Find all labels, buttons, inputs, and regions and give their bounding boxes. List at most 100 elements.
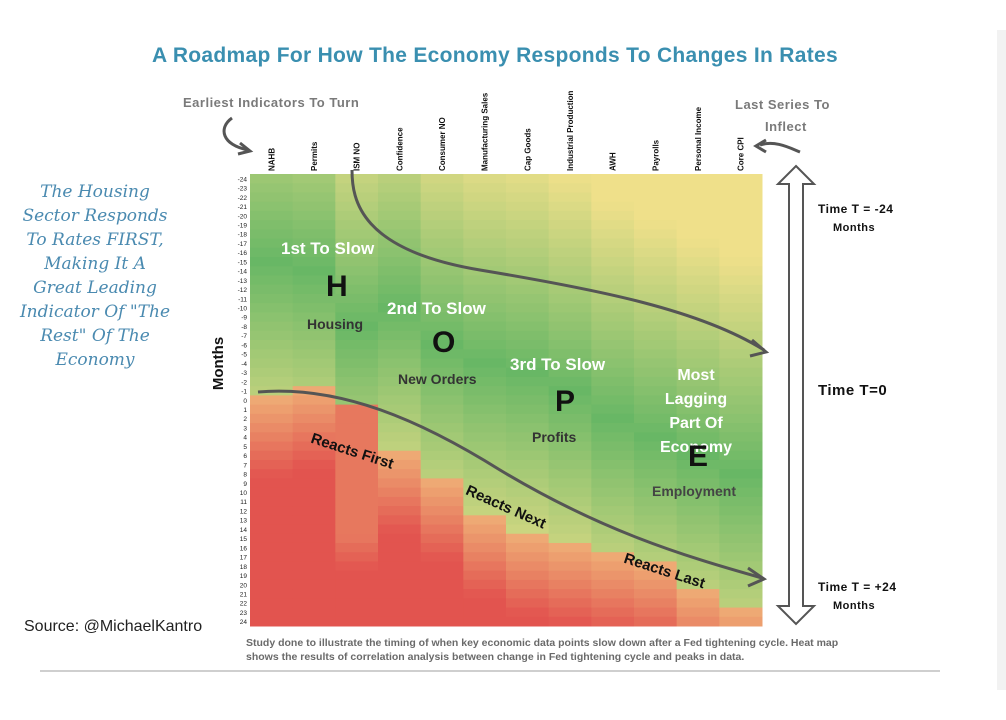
heatmap-cell	[719, 561, 763, 572]
heatmap-cell	[378, 432, 422, 443]
heatmap-cell	[378, 496, 422, 507]
heatmap-cell	[378, 312, 422, 323]
heatmap-cell	[463, 432, 507, 443]
divider	[40, 670, 940, 672]
heatmap-cell	[634, 284, 678, 295]
heatmap-cell	[335, 183, 379, 193]
second-to-slow-label: 2nd To Slow	[387, 299, 486, 318]
heatmap-cell	[335, 321, 379, 332]
heatmap-cell	[292, 459, 336, 470]
heatmap-cell	[591, 229, 635, 240]
heatmap-cell	[506, 201, 550, 212]
row-label: 0	[243, 398, 247, 405]
column-label: AWH	[609, 152, 618, 171]
heatmap-cell	[292, 552, 336, 562]
row-label: 11	[240, 499, 247, 506]
heatmap-cell	[420, 174, 464, 184]
heatmap-cell	[506, 174, 550, 184]
heatmap-cell	[420, 616, 464, 627]
last-series-arrow	[759, 141, 801, 154]
heatmap-cell	[634, 487, 678, 498]
heatmap-cell	[719, 598, 763, 609]
heatmap-cell	[335, 423, 379, 433]
heatmap-cell	[719, 496, 763, 507]
handwritten-line: Economy	[55, 350, 135, 370]
heatmap-cell	[506, 533, 550, 544]
row-label: 20	[240, 582, 248, 589]
column-labels: NAHB Permits ISM NO Confidence Consumer NO Ma…	[267, 90, 745, 171]
heatmap-cell	[378, 506, 422, 516]
column-label: Consumer NO	[438, 117, 447, 171]
heatmap-cell	[335, 570, 379, 581]
heatmap-cell	[719, 367, 763, 378]
heatmap-cell	[548, 515, 592, 526]
heatmap-cell	[676, 201, 720, 212]
heatmap-cell	[250, 220, 294, 230]
heatmap-cell	[250, 478, 294, 489]
heatmap-cell	[591, 220, 635, 230]
heatmap-cell	[378, 257, 422, 267]
heatmap-cell	[250, 321, 294, 332]
heatmap-cell	[676, 487, 720, 498]
heatmap-cell	[506, 395, 550, 406]
heatmap-cell	[676, 284, 720, 295]
heatmap-cell	[292, 561, 336, 572]
heatmap-cell	[335, 210, 379, 221]
row-label: -8	[241, 324, 247, 331]
heatmap-cell	[591, 496, 635, 507]
heatmap-cell	[506, 257, 550, 267]
heatmap-cell	[250, 413, 294, 424]
heatmap-cell	[676, 459, 720, 470]
heatmap-cell	[420, 247, 464, 258]
heatmap-cell	[676, 358, 720, 369]
heatmap-cell	[250, 542, 294, 553]
row-label: -10	[238, 306, 248, 313]
heatmap-cell	[506, 478, 550, 489]
heatmap-cell	[676, 349, 720, 359]
heatmap-cell	[463, 275, 507, 286]
heatmap-cell	[719, 506, 763, 516]
handwritten-line: Sector Responds	[22, 206, 168, 226]
row-label: -1	[241, 389, 247, 396]
heatmap-cell	[548, 459, 592, 470]
heatmap-cell	[292, 533, 336, 544]
heatmap-cell	[719, 459, 763, 470]
heatmap-cell	[719, 432, 763, 443]
heatmap-cell	[719, 395, 763, 406]
heatmap-cell	[250, 487, 294, 498]
heatmap-cell	[719, 487, 763, 498]
heatmap-cell	[676, 469, 720, 479]
heatmap-cell	[548, 413, 592, 424]
heatmap-cell	[634, 441, 678, 452]
heatmap-cell	[634, 506, 678, 516]
heatmap-cell	[292, 284, 336, 295]
heatmap-cell	[250, 247, 294, 258]
heatmap-cell	[378, 598, 422, 609]
heatmap-cell	[548, 201, 592, 212]
heatmap-cell	[463, 589, 507, 599]
heatmap-cell	[676, 524, 720, 535]
heatmap-cell	[420, 487, 464, 498]
heatmap-cell	[335, 284, 379, 295]
heatmap-cell	[420, 284, 464, 295]
heatmap-cell	[420, 229, 464, 240]
heatmap-cell	[335, 616, 379, 627]
heatmap-cell	[378, 450, 422, 461]
heatmap-cell	[591, 533, 635, 544]
heatmap-cell	[634, 220, 678, 230]
heatmap-cell	[335, 247, 379, 258]
heatmap-cell	[591, 376, 635, 387]
heatmap-cell	[676, 598, 720, 609]
heatmap-cell	[548, 220, 592, 230]
row-label: 18	[240, 564, 248, 571]
heatmap-cell	[292, 220, 336, 230]
heatmap-cell	[378, 284, 422, 295]
heatmap-cell	[292, 349, 336, 359]
heatmap-cell	[250, 441, 294, 452]
heatmap-cell	[634, 238, 678, 249]
heatmap-cell	[463, 533, 507, 544]
row-label: -15	[238, 259, 248, 266]
heatmap-cell	[463, 340, 507, 350]
heatmap-cell	[676, 533, 720, 544]
heatmap-cell	[719, 321, 763, 332]
